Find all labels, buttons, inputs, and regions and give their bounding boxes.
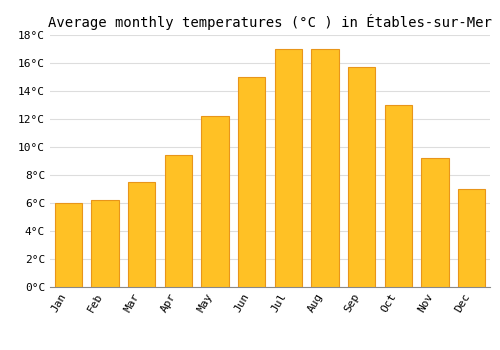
Bar (238, 77, 266, 287)
Bar (91, 200, 119, 287)
Title: Average monthly temperatures (°C ) in Étables-sur-Mer: Average monthly temperatures (°C ) in Ét… (48, 14, 492, 30)
Bar (311, 49, 339, 287)
Bar (201, 116, 229, 287)
Bar (384, 105, 412, 287)
Bar (274, 49, 302, 287)
Bar (54, 203, 82, 287)
Bar (128, 182, 156, 287)
Bar (421, 158, 448, 287)
Bar (164, 155, 192, 287)
Bar (348, 67, 376, 287)
Bar (458, 189, 485, 287)
